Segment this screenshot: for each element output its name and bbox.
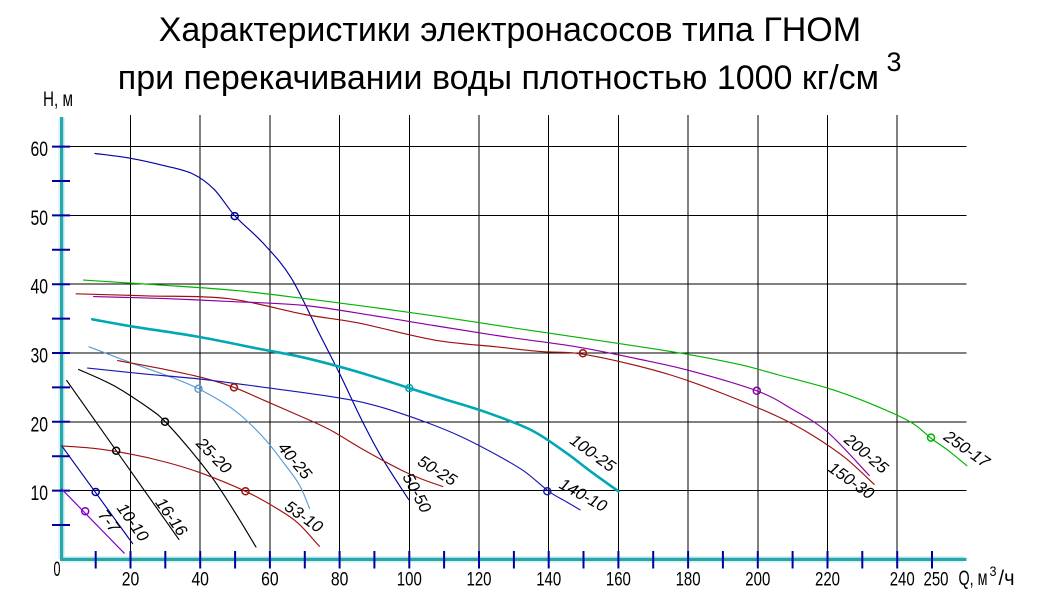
svg-text:30: 30 xyxy=(31,345,49,368)
svg-text:3: 3 xyxy=(887,47,902,77)
svg-text:80: 80 xyxy=(331,569,349,591)
svg-text:60: 60 xyxy=(261,569,279,591)
svg-text:240: 240 xyxy=(890,569,915,591)
svg-text:40: 40 xyxy=(191,569,209,591)
svg-text:200: 200 xyxy=(745,569,770,591)
svg-text:3: 3 xyxy=(990,563,997,579)
svg-text:160: 160 xyxy=(606,569,631,591)
svg-text:20: 20 xyxy=(31,413,49,436)
svg-text:60: 60 xyxy=(31,138,49,161)
svg-text:Q, м: Q, м xyxy=(959,567,988,590)
svg-text:20: 20 xyxy=(122,569,140,591)
svg-text:250: 250 xyxy=(924,569,949,591)
svg-text:140: 140 xyxy=(536,569,561,591)
svg-text:при перекачивании воды плотнос: при перекачивании воды плотностью 1000 к… xyxy=(118,59,879,97)
svg-text:180: 180 xyxy=(676,569,701,591)
svg-text:Характеристики электронасосов: Характеристики электронасосов типа ГНОМ xyxy=(159,11,861,49)
svg-text:/ч: /ч xyxy=(999,567,1015,590)
svg-text:Н, м: Н, м xyxy=(43,88,73,111)
svg-text:0: 0 xyxy=(54,558,61,581)
svg-text:10: 10 xyxy=(31,482,49,505)
svg-text:120: 120 xyxy=(467,569,492,591)
svg-text:100: 100 xyxy=(397,569,422,591)
svg-text:50: 50 xyxy=(31,207,49,230)
svg-text:220: 220 xyxy=(815,569,840,591)
svg-text:40: 40 xyxy=(31,276,49,299)
